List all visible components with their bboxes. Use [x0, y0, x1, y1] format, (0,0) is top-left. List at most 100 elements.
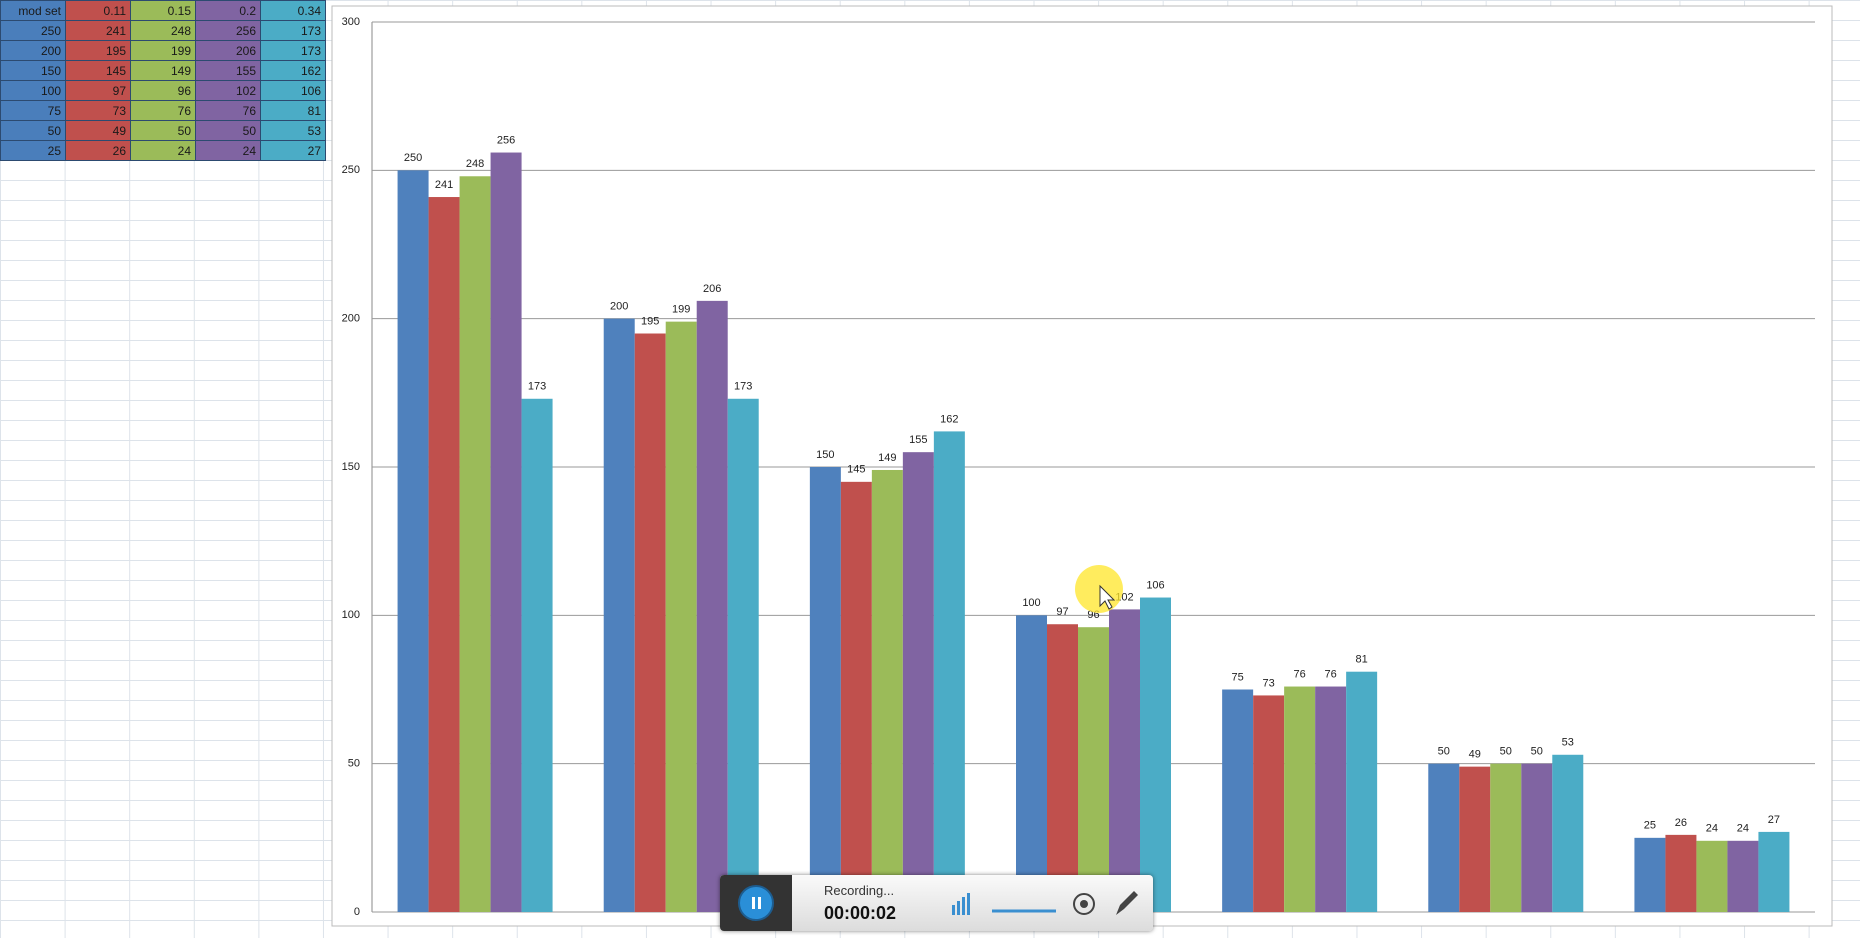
cell[interactable]: 145 — [65, 60, 131, 81]
bar — [1315, 686, 1347, 912]
data-label: 250 — [404, 152, 422, 164]
bar — [521, 398, 553, 912]
y-tick-label: 100 — [342, 609, 360, 621]
data-label: 53 — [1562, 737, 1574, 749]
row: 25 26 24 24 27 — [0, 140, 326, 161]
cell[interactable]: 162 — [260, 60, 326, 81]
data-label: 195 — [641, 315, 659, 327]
bar — [1284, 686, 1316, 912]
data-label: 150 — [816, 449, 834, 461]
data-label: 49 — [1469, 749, 1481, 761]
cell[interactable]: 0.34 — [260, 0, 326, 21]
bar — [727, 398, 759, 912]
bar — [933, 431, 965, 912]
cell[interactable]: 150 — [0, 60, 66, 81]
cell[interactable]: 76 — [130, 100, 196, 121]
bar — [1665, 834, 1697, 912]
data-label: 75 — [1232, 671, 1244, 683]
data-label: 25 — [1644, 820, 1656, 832]
cell[interactable]: 155 — [195, 60, 261, 81]
cell[interactable]: 24 — [195, 140, 261, 161]
data-label: 256 — [497, 134, 515, 146]
bar — [1727, 840, 1759, 912]
cell[interactable]: 26 — [65, 140, 131, 161]
bar — [634, 333, 666, 912]
bar — [1634, 837, 1666, 912]
cell[interactable]: 241 — [65, 20, 131, 41]
cell[interactable]: 53 — [260, 120, 326, 141]
mouse-cursor — [1099, 584, 1116, 610]
data-label: 241 — [435, 179, 453, 191]
cell[interactable]: 199 — [130, 40, 196, 61]
bar — [1696, 840, 1728, 912]
data-label: 24 — [1706, 823, 1718, 835]
data-label: 76 — [1294, 668, 1306, 680]
data-label: 50 — [1531, 746, 1543, 758]
row: 150 145 149 155 162 — [0, 60, 326, 81]
bar — [1109, 609, 1140, 912]
bar — [840, 481, 872, 912]
cell[interactable]: 173 — [260, 40, 326, 61]
data-label: 173 — [734, 381, 752, 393]
bar — [1758, 831, 1790, 912]
cell[interactable]: 76 — [195, 100, 261, 121]
bar — [1490, 763, 1522, 912]
bar — [1016, 615, 1047, 912]
data-label: 200 — [610, 301, 628, 313]
cell[interactable]: 0.15 — [130, 0, 196, 21]
data-label: 24 — [1737, 823, 1749, 835]
cell[interactable]: 200 — [0, 40, 66, 61]
cell[interactable]: 256 — [195, 20, 261, 41]
row: 200 195 199 206 173 — [0, 40, 326, 61]
pause-button[interactable] — [738, 885, 774, 921]
data-label: 248 — [466, 158, 484, 170]
data-label: 50 — [1500, 746, 1512, 758]
cell[interactable]: mod set — [0, 0, 66, 21]
cell[interactable]: 149 — [130, 60, 196, 81]
webcam-icon[interactable] — [1073, 893, 1095, 915]
bar — [1078, 627, 1109, 912]
recorder-toolbar: Recording... 00:00:02 — [720, 875, 1153, 931]
cell[interactable]: 250 — [0, 20, 66, 41]
data-label: 97 — [1056, 606, 1068, 618]
data-label: 155 — [909, 434, 927, 446]
audio-icon[interactable] — [952, 893, 970, 915]
cell[interactable]: 24 — [130, 140, 196, 161]
bar — [1428, 763, 1460, 912]
cell[interactable]: 27 — [260, 140, 326, 161]
pen-icon[interactable] — [1116, 891, 1138, 915]
bar — [1253, 695, 1285, 912]
y-tick-label: 300 — [342, 16, 360, 28]
bar — [1222, 689, 1254, 912]
data-label: 50 — [1438, 746, 1450, 758]
data-label: 73 — [1263, 677, 1275, 689]
data-label: 149 — [878, 452, 896, 464]
data-label: 76 — [1325, 668, 1337, 680]
row: 75 73 76 76 81 — [0, 100, 326, 121]
cell[interactable]: 25 — [0, 140, 66, 161]
data-label: 145 — [847, 464, 865, 476]
cell[interactable]: 0.11 — [65, 0, 131, 21]
bar — [428, 197, 460, 913]
bar — [490, 152, 522, 913]
cell[interactable]: 50 — [195, 120, 261, 141]
data-label: 199 — [672, 304, 690, 316]
y-tick-label: 250 — [342, 164, 360, 176]
data-label: 100 — [1022, 597, 1040, 609]
data-label: 81 — [1356, 654, 1368, 666]
cell[interactable]: 73 — [65, 100, 131, 121]
data-label: 26 — [1675, 817, 1687, 829]
cell[interactable]: 206 — [195, 40, 261, 61]
data-label: 173 — [528, 381, 546, 393]
cursor-highlight — [1075, 565, 1123, 613]
bar — [696, 300, 728, 912]
bar — [1140, 597, 1171, 912]
bar — [459, 176, 491, 912]
row: 100 97 96 102 106 — [0, 80, 326, 101]
cell[interactable]: 97 — [65, 80, 131, 101]
spreadsheet: mod set 0.11 0.15 0.2 0.34 250 241 248 256 173 200… — [0, 0, 326, 161]
recorder-status: Recording... — [824, 883, 895, 898]
recorder-icons — [952, 891, 1138, 915]
bar — [1047, 624, 1078, 912]
